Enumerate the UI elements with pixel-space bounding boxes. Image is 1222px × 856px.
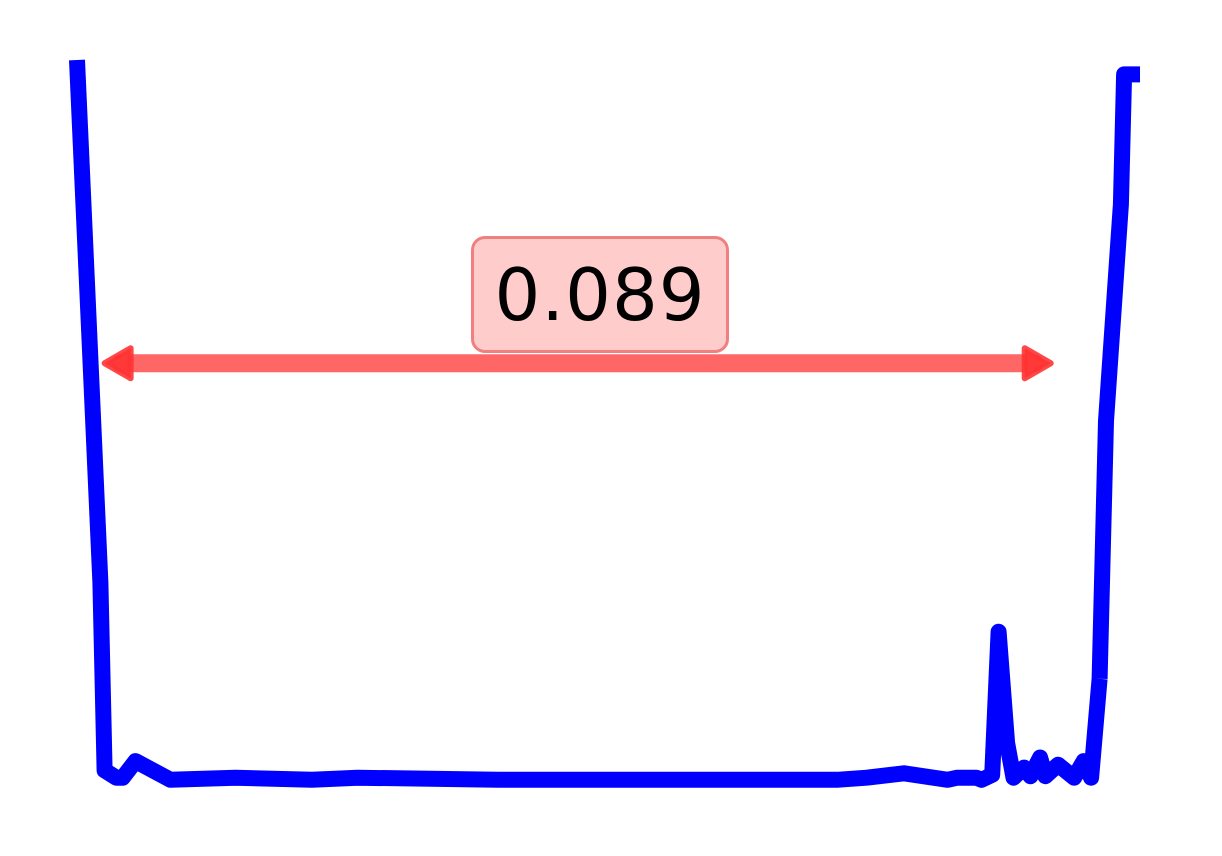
measurement-value: 0.089 bbox=[494, 252, 706, 337]
measurement-label-box: 0.089 bbox=[471, 236, 729, 353]
measurement-arrow-head-left bbox=[101, 345, 134, 382]
series-layer bbox=[69, 59, 1140, 788]
series-line-1 bbox=[69, 59, 1108, 788]
annotation-layer bbox=[101, 345, 1054, 382]
measurement-arrow-head-right bbox=[1021, 345, 1054, 382]
series-line-2 bbox=[1091, 66, 1140, 679]
